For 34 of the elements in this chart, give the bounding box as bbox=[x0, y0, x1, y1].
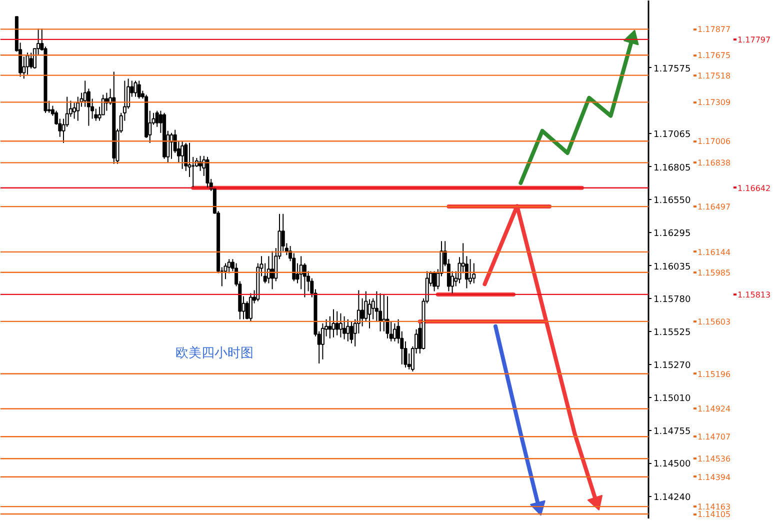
ref-line-label: 1.17309 bbox=[698, 98, 731, 108]
ref-line-label: 1.17006 bbox=[698, 137, 731, 146]
ref-line-label: 1.17797 bbox=[738, 35, 771, 44]
y-tick-label: 1.14240 bbox=[654, 493, 691, 504]
y-tick-label: 1.15010 bbox=[654, 394, 691, 404]
y-tick-label: 1.15270 bbox=[654, 360, 691, 371]
ref-line-label: 1.16144 bbox=[698, 248, 731, 257]
y-tick-label: 1.14755 bbox=[654, 426, 691, 437]
y-tick-label: 1.16805 bbox=[654, 163, 691, 174]
y-tick-label: 1.17065 bbox=[654, 130, 691, 140]
y-tick-label: 1.14500 bbox=[654, 460, 691, 470]
y-tick-label: 1.15525 bbox=[654, 328, 691, 338]
y-tick-label: 1.17575 bbox=[654, 64, 691, 74]
y-tick-label: 1.16035 bbox=[654, 262, 691, 272]
ref-line-label: 1.15603 bbox=[698, 317, 731, 326]
ref-line-label: 1.14707 bbox=[698, 432, 731, 442]
y-tick-label: 1.16550 bbox=[654, 196, 691, 206]
ref-line-label: 1.17675 bbox=[698, 51, 731, 60]
annotation: 欧美四小时图 bbox=[175, 345, 254, 360]
ref-line-label: 1.15196 bbox=[698, 370, 731, 379]
ref-line-label: 1.14536 bbox=[698, 454, 731, 464]
ref-line-label: 1.16642 bbox=[738, 184, 771, 193]
y-tick-label: 1.15780 bbox=[654, 295, 691, 306]
ref-line-label: 1.14163 bbox=[698, 502, 731, 512]
ref-line-label: 1.16838 bbox=[698, 158, 731, 168]
y-tick-label: 1.16295 bbox=[654, 229, 691, 240]
ref-line-label: 1.14105 bbox=[698, 510, 731, 519]
ref-line-label: 1.17518 bbox=[698, 71, 731, 80]
ref-line-label: 1.15985 bbox=[698, 268, 731, 278]
ref-line-label: 1.14924 bbox=[698, 404, 731, 414]
ref-line-label: 1.17877 bbox=[698, 25, 731, 34]
ref-line-label: 1.14394 bbox=[698, 472, 731, 482]
ref-line-label: 1.16497 bbox=[698, 202, 731, 212]
ref-line-label: 1.15813 bbox=[738, 290, 771, 300]
